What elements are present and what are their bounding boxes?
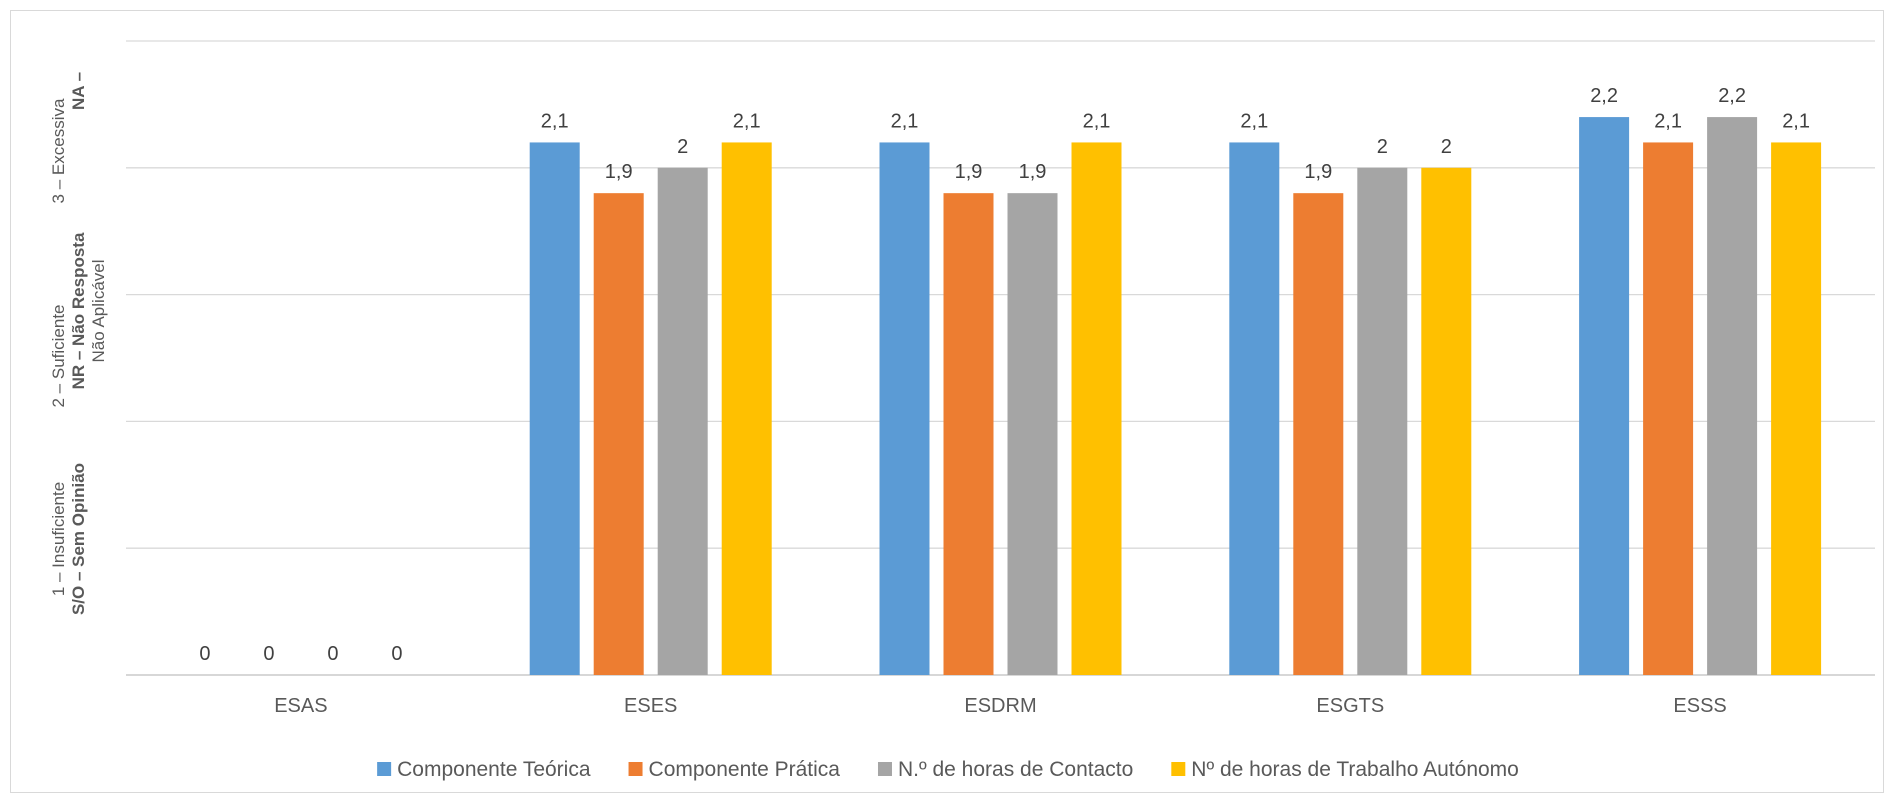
data-label: 2,1 [1654,110,1682,132]
data-label: 0 [199,643,210,665]
data-label: 2,2 [1718,85,1746,107]
legend-label: Componente Teórica [397,758,591,781]
legend-swatch [877,762,892,776]
bar [529,142,580,675]
bar [1357,167,1408,676]
data-label: 2 [677,136,688,158]
y-label-level1-line1: 1 – Insuficiente [49,482,68,596]
legend-label: N.º de horas de Contacto [898,758,1133,781]
legend-swatch [628,762,643,776]
category-label: ESES [624,695,677,717]
legend-swatch [1171,762,1186,776]
bar [1421,167,1472,676]
bar [721,142,772,675]
data-label: 0 [263,643,274,665]
bar [1071,142,1122,675]
bar [1643,142,1694,675]
category-label: ESAS [274,695,327,717]
data-label: 1,9 [1019,161,1047,183]
data-label: 2,1 [733,110,761,132]
y-label-level2-line2: NR – Não Resposta [69,232,88,389]
legend: Componente Teórica Componente Prática N.º … [377,758,1519,781]
bars [529,117,1822,676]
data-label: 2,1 [1083,110,1111,132]
category-label: ESDRM [964,695,1036,717]
bar [879,142,930,675]
y-label-level1-line2: S/O – Sem Opinião [69,463,88,615]
y-label-level2-line3: Não Aplicável [89,259,108,362]
bar [1007,193,1058,675]
data-label: 2,1 [1782,110,1810,132]
bar [1293,193,1344,675]
chart-frame: 0 0 0 0 2,1 1,9 2 2,1 2,1 1,9 1,9 2,1 2,1 1,9 2 2 2,2 2,1… [10,10,1884,793]
data-label: 2 [1441,136,1452,158]
bar [1707,117,1758,675]
legend-swatch [377,762,392,776]
data-label: 1,9 [605,161,633,183]
data-label: 2,1 [541,110,569,132]
data-label: 1,9 [955,161,983,183]
bar-chart: 0 0 0 0 2,1 1,9 2 2,1 2,1 1,9 1,9 2,1 2,1 1,9 2 2 2,2 2,1… [49,40,1875,781]
data-label: 0 [391,643,402,665]
y-label-level3-line2: NA – [69,72,88,110]
legend-label: Nº de horas de Trabalho Autónomo [1191,758,1519,781]
category-labels: ESAS ESES ESDRM ESGTS ESSS [274,695,1727,717]
bar [1771,142,1822,675]
category-label: ESSS [1673,695,1726,717]
category-label: ESGTS [1316,695,1384,717]
bar [1229,142,1280,675]
data-label: 0 [327,643,338,665]
y-label-level2-line1: 2 – Suficiente [49,304,68,407]
data-labels: 0 0 0 0 2,1 1,9 2 2,1 2,1 1,9 1,9 2,1 2,1 1,9 2 2 2,2 2,1… [199,85,1810,665]
data-label: 2,2 [1590,85,1618,107]
bar [593,193,644,675]
data-label: 2,1 [1240,110,1268,132]
bar [943,193,994,675]
data-label: 2,1 [891,110,919,132]
data-label: 1,9 [1304,161,1332,183]
legend-label: Componente Prática [649,758,841,781]
y-label-level3-line1: 3 – Excessiva [49,98,68,203]
bar [657,167,708,676]
y-axis-labels: 1 – Insuficiente S/O – Sem Opinião 2 – S… [49,72,108,615]
bar [1579,117,1630,675]
data-label: 2 [1377,136,1388,158]
